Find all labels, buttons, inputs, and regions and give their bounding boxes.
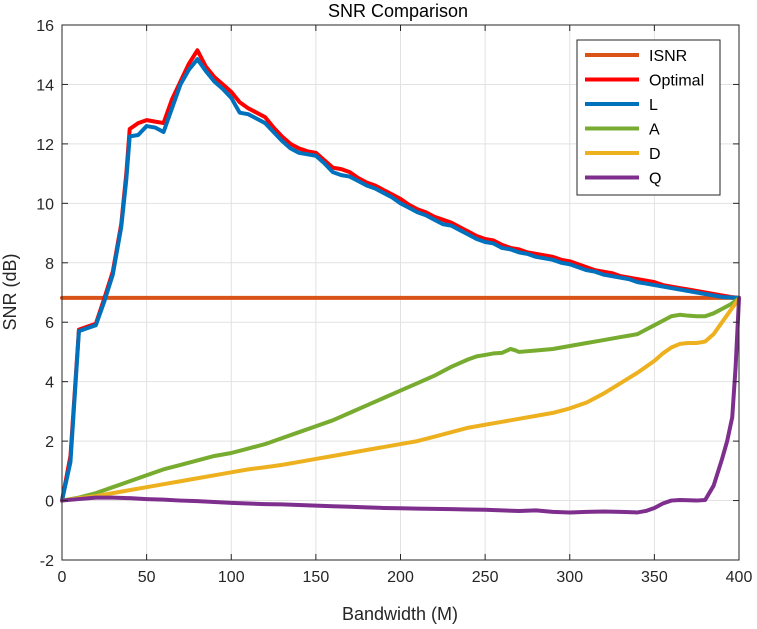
legend-box [576,39,721,196]
legend-label-a: A [649,122,660,139]
legend-label-isnr: ISNR [649,48,687,65]
y-tick-label: 8 [45,256,54,273]
y-tick-label: 16 [36,18,54,35]
x-tick-label: 300 [556,569,583,586]
chart-title: SNR Comparison [328,1,468,21]
x-tick-label: 0 [58,569,67,586]
y-tick-label: 4 [45,375,54,392]
y-tick-label: 6 [45,315,54,332]
y-tick-label: 14 [36,77,54,94]
series-line-l [60,57,741,503]
x-tick-label: 400 [726,569,753,586]
x-tick-label: 150 [303,569,330,586]
y-tick-label: 12 [36,137,54,154]
y-tick-label: 2 [45,434,54,451]
series-layer [60,48,741,515]
y-axis-title: SNR (dB) [0,253,20,330]
legend-label-d: D [649,146,661,163]
legend-label-l: L [649,97,658,114]
legend-label-optimal: Optimal [649,73,704,90]
y-tick-label: 10 [36,196,54,213]
x-tick-label: 200 [387,569,414,586]
series-line-a [60,296,741,503]
y-tick-label: 0 [45,494,54,511]
x-tick-label: 350 [641,569,668,586]
y-tick-label: -2 [40,553,54,570]
series-line-q [60,296,741,515]
legend-label-q: Q [649,171,661,188]
series-line-d [60,296,741,503]
x-tick-label: 50 [138,569,156,586]
x-tick-label: 100 [218,569,245,586]
x-axis-title: Bandwidth (M) [342,604,458,624]
x-tick-label: 250 [472,569,499,586]
